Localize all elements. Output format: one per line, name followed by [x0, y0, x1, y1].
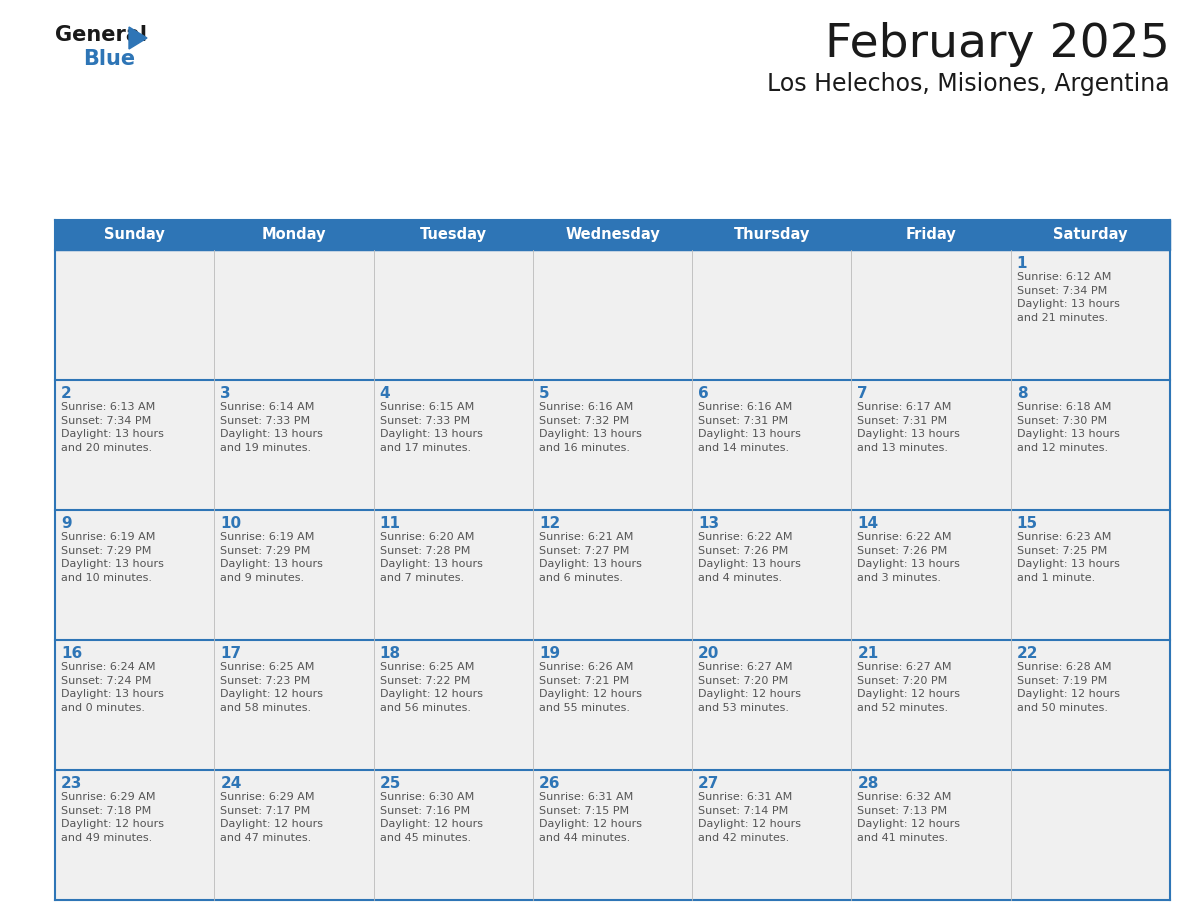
Text: Sunrise: 6:16 AM
Sunset: 7:31 PM
Daylight: 13 hours
and 14 minutes.: Sunrise: 6:16 AM Sunset: 7:31 PM Dayligh… [699, 402, 801, 453]
Text: 28: 28 [858, 776, 879, 791]
Text: 26: 26 [539, 776, 561, 791]
Text: Sunrise: 6:31 AM
Sunset: 7:14 PM
Daylight: 12 hours
and 42 minutes.: Sunrise: 6:31 AM Sunset: 7:14 PM Dayligh… [699, 792, 801, 843]
Text: Sunrise: 6:24 AM
Sunset: 7:24 PM
Daylight: 13 hours
and 0 minutes.: Sunrise: 6:24 AM Sunset: 7:24 PM Dayligh… [61, 662, 164, 712]
Bar [55, 640, 1170, 770]
Text: Sunrise: 6:22 AM
Sunset: 7:26 PM
Daylight: 13 hours
and 4 minutes.: Sunrise: 6:22 AM Sunset: 7:26 PM Dayligh… [699, 532, 801, 583]
Text: Blue: Blue [83, 49, 135, 69]
Text: 9: 9 [61, 516, 71, 531]
Text: Sunrise: 6:15 AM
Sunset: 7:33 PM
Daylight: 13 hours
and 17 minutes.: Sunrise: 6:15 AM Sunset: 7:33 PM Dayligh… [380, 402, 482, 453]
Text: 18: 18 [380, 646, 400, 661]
Text: February 2025: February 2025 [826, 22, 1170, 67]
Text: 17: 17 [220, 646, 241, 661]
Text: Sunrise: 6:22 AM
Sunset: 7:26 PM
Daylight: 13 hours
and 3 minutes.: Sunrise: 6:22 AM Sunset: 7:26 PM Dayligh… [858, 532, 960, 583]
Text: 7: 7 [858, 386, 868, 401]
Text: 24: 24 [220, 776, 241, 791]
Text: Sunrise: 6:17 AM
Sunset: 7:31 PM
Daylight: 13 hours
and 13 minutes.: Sunrise: 6:17 AM Sunset: 7:31 PM Dayligh… [858, 402, 960, 453]
Text: 19: 19 [539, 646, 560, 661]
Text: Sunrise: 6:14 AM
Sunset: 7:33 PM
Daylight: 13 hours
and 19 minutes.: Sunrise: 6:14 AM Sunset: 7:33 PM Dayligh… [220, 402, 323, 453]
Text: Sunrise: 6:21 AM
Sunset: 7:27 PM
Daylight: 13 hours
and 6 minutes.: Sunrise: 6:21 AM Sunset: 7:27 PM Dayligh… [539, 532, 642, 583]
Text: 15: 15 [1017, 516, 1038, 531]
Text: 5: 5 [539, 386, 550, 401]
Text: Sunrise: 6:31 AM
Sunset: 7:15 PM
Daylight: 12 hours
and 44 minutes.: Sunrise: 6:31 AM Sunset: 7:15 PM Dayligh… [539, 792, 642, 843]
Text: 12: 12 [539, 516, 560, 531]
Text: 2: 2 [61, 386, 71, 401]
Text: 11: 11 [380, 516, 400, 531]
Text: 4: 4 [380, 386, 390, 401]
Text: 23: 23 [61, 776, 82, 791]
Text: Sunrise: 6:29 AM
Sunset: 7:17 PM
Daylight: 12 hours
and 47 minutes.: Sunrise: 6:29 AM Sunset: 7:17 PM Dayligh… [220, 792, 323, 843]
Text: 20: 20 [699, 646, 720, 661]
Text: 25: 25 [380, 776, 400, 791]
Text: Tuesday: Tuesday [419, 228, 487, 242]
Text: Sunrise: 6:23 AM
Sunset: 7:25 PM
Daylight: 13 hours
and 1 minute.: Sunrise: 6:23 AM Sunset: 7:25 PM Dayligh… [1017, 532, 1119, 583]
Text: 27: 27 [699, 776, 720, 791]
Bar [55, 770, 1170, 900]
Text: Sunrise: 6:18 AM
Sunset: 7:30 PM
Daylight: 13 hours
and 12 minutes.: Sunrise: 6:18 AM Sunset: 7:30 PM Dayligh… [1017, 402, 1119, 453]
Text: Wednesday: Wednesday [565, 228, 659, 242]
Text: Sunrise: 6:13 AM
Sunset: 7:34 PM
Daylight: 13 hours
and 20 minutes.: Sunrise: 6:13 AM Sunset: 7:34 PM Dayligh… [61, 402, 164, 453]
Text: 21: 21 [858, 646, 879, 661]
Text: Sunrise: 6:25 AM
Sunset: 7:23 PM
Daylight: 12 hours
and 58 minutes.: Sunrise: 6:25 AM Sunset: 7:23 PM Dayligh… [220, 662, 323, 712]
Text: Sunrise: 6:20 AM
Sunset: 7:28 PM
Daylight: 13 hours
and 7 minutes.: Sunrise: 6:20 AM Sunset: 7:28 PM Dayligh… [380, 532, 482, 583]
Text: 13: 13 [699, 516, 719, 531]
Text: 8: 8 [1017, 386, 1028, 401]
Text: Sunrise: 6:19 AM
Sunset: 7:29 PM
Daylight: 13 hours
and 10 minutes.: Sunrise: 6:19 AM Sunset: 7:29 PM Dayligh… [61, 532, 164, 583]
Text: Saturday: Saturday [1053, 228, 1127, 242]
Text: 6: 6 [699, 386, 709, 401]
Text: Monday: Monday [261, 228, 327, 242]
Text: Sunrise: 6:30 AM
Sunset: 7:16 PM
Daylight: 12 hours
and 45 minutes.: Sunrise: 6:30 AM Sunset: 7:16 PM Dayligh… [380, 792, 482, 843]
Bar [55, 250, 1170, 380]
Text: Sunrise: 6:16 AM
Sunset: 7:32 PM
Daylight: 13 hours
and 16 minutes.: Sunrise: 6:16 AM Sunset: 7:32 PM Dayligh… [539, 402, 642, 453]
Text: Sunrise: 6:26 AM
Sunset: 7:21 PM
Daylight: 12 hours
and 55 minutes.: Sunrise: 6:26 AM Sunset: 7:21 PM Dayligh… [539, 662, 642, 712]
Text: 22: 22 [1017, 646, 1038, 661]
Text: Los Helechos, Misiones, Argentina: Los Helechos, Misiones, Argentina [767, 72, 1170, 96]
Bar [55, 380, 1170, 510]
Text: Thursday: Thursday [734, 228, 810, 242]
Text: Sunrise: 6:29 AM
Sunset: 7:18 PM
Daylight: 12 hours
and 49 minutes.: Sunrise: 6:29 AM Sunset: 7:18 PM Dayligh… [61, 792, 164, 843]
Text: Friday: Friday [905, 228, 956, 242]
Text: Sunrise: 6:32 AM
Sunset: 7:13 PM
Daylight: 12 hours
and 41 minutes.: Sunrise: 6:32 AM Sunset: 7:13 PM Dayligh… [858, 792, 960, 843]
Bar [55, 250, 1170, 900]
Text: 3: 3 [220, 386, 230, 401]
Text: 14: 14 [858, 516, 879, 531]
Text: Sunday: Sunday [105, 228, 165, 242]
Text: Sunrise: 6:27 AM
Sunset: 7:20 PM
Daylight: 12 hours
and 53 minutes.: Sunrise: 6:27 AM Sunset: 7:20 PM Dayligh… [699, 662, 801, 712]
Text: 1: 1 [1017, 256, 1028, 271]
Text: Sunrise: 6:19 AM
Sunset: 7:29 PM
Daylight: 13 hours
and 9 minutes.: Sunrise: 6:19 AM Sunset: 7:29 PM Dayligh… [220, 532, 323, 583]
Text: 16: 16 [61, 646, 82, 661]
Bar [55, 510, 1170, 640]
Polygon shape [129, 27, 147, 49]
Text: Sunrise: 6:28 AM
Sunset: 7:19 PM
Daylight: 12 hours
and 50 minutes.: Sunrise: 6:28 AM Sunset: 7:19 PM Dayligh… [1017, 662, 1120, 712]
Text: 10: 10 [220, 516, 241, 531]
Text: General: General [55, 25, 147, 45]
Text: Sunrise: 6:12 AM
Sunset: 7:34 PM
Daylight: 13 hours
and 21 minutes.: Sunrise: 6:12 AM Sunset: 7:34 PM Dayligh… [1017, 272, 1119, 323]
Text: Sunrise: 6:27 AM
Sunset: 7:20 PM
Daylight: 12 hours
and 52 minutes.: Sunrise: 6:27 AM Sunset: 7:20 PM Dayligh… [858, 662, 960, 712]
Text: Sunrise: 6:25 AM
Sunset: 7:22 PM
Daylight: 12 hours
and 56 minutes.: Sunrise: 6:25 AM Sunset: 7:22 PM Dayligh… [380, 662, 482, 712]
Bar [55, 220, 1170, 250]
